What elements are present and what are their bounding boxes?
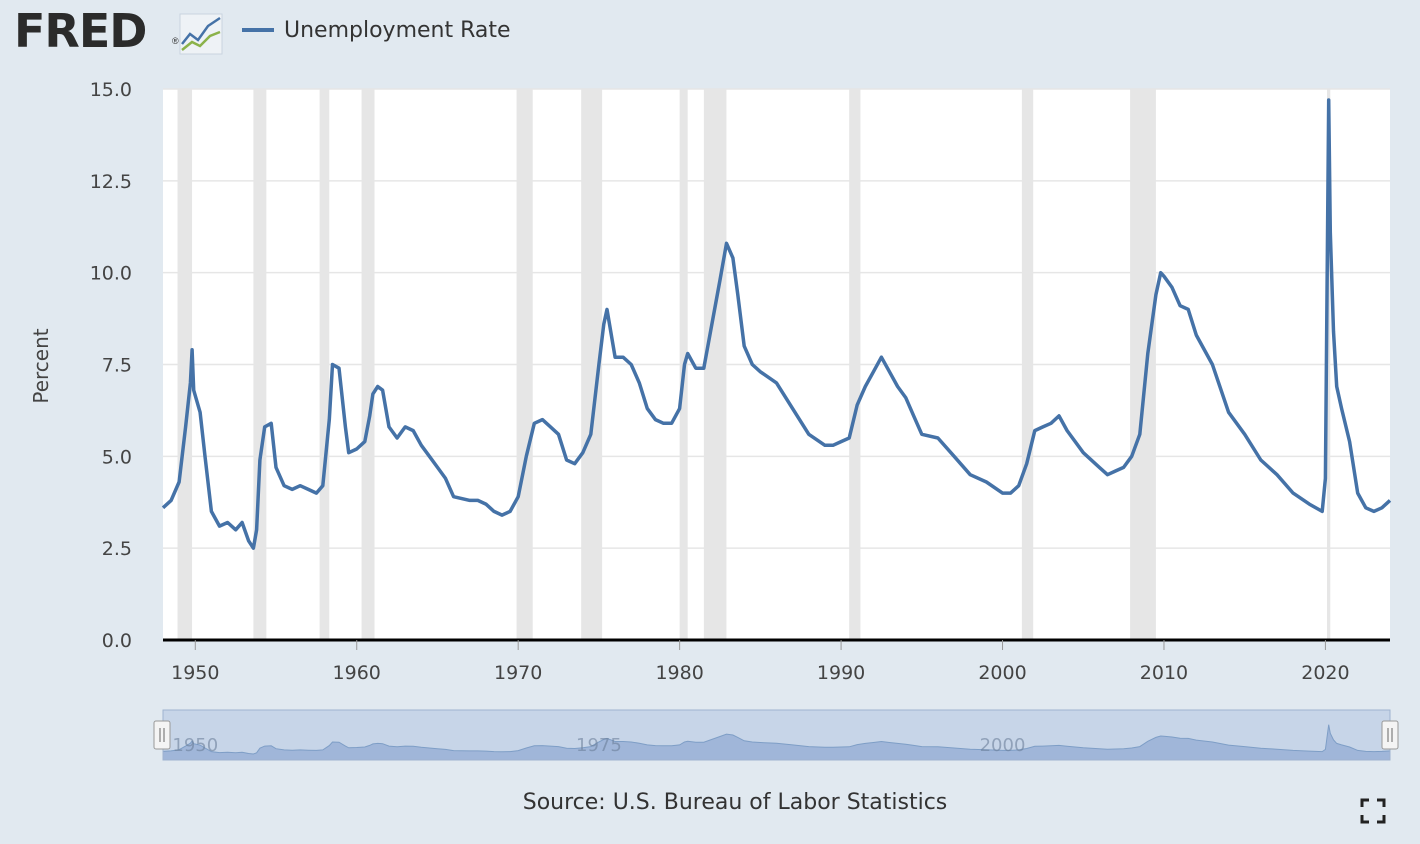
legend-swatch (242, 28, 274, 32)
series-layer (161, 98, 1392, 550)
y-tick-label: 10.0 (90, 263, 132, 285)
fullscreen-icon[interactable] (1360, 798, 1386, 824)
x-tick-label: 2000 (978, 662, 1026, 684)
chart-canvas: 0.0 2.5 5.0 7.5 10.0 12.5 15.0 1950 1960 1970 198… (29, 79, 1399, 761)
y-tick-label: 12.5 (90, 171, 132, 193)
y-axis-label: Percent (29, 328, 53, 403)
registered-mark: ® (172, 36, 179, 46)
navigator-year-label: 2000 (980, 735, 1026, 756)
x-tick-label: 1990 (817, 662, 865, 684)
chart-legend[interactable]: Unemployment Rate (242, 14, 511, 46)
navigator-year-label: 1950 (172, 735, 218, 756)
line-graph-icon (179, 13, 223, 55)
series-line-unemployment-rate (161, 98, 1392, 550)
y-axis-ticks: 0.0 2.5 5.0 7.5 10.0 12.5 15.0 (90, 79, 132, 652)
navigator-labels: 1950 1975 2000 (172, 735, 1025, 756)
y-tick-label: 5.0 (102, 446, 132, 468)
x-tick-label: 1960 (333, 662, 381, 684)
chart-header: FRED ® Unemployment Rate (0, 0, 1420, 64)
y-tick-label: 0.0 (102, 630, 132, 652)
navigator-handle-left[interactable] (153, 720, 171, 750)
y-tick-label: 7.5 (102, 355, 132, 377)
grid-lines (163, 88, 1390, 549)
navigator-year-label: 1975 (576, 735, 622, 756)
navigator-handle-right[interactable] (1381, 720, 1399, 750)
range-navigator[interactable]: 1950 1975 2000 (153, 709, 1399, 761)
y-tick-label: 15.0 (90, 79, 132, 101)
navigator-selection[interactable] (162, 709, 1391, 761)
x-tick-label: 2020 (1301, 662, 1349, 684)
legend-label: Unemployment Rate (284, 17, 511, 43)
source-note: Source: U.S. Bureau of Labor Statistics (522, 790, 948, 815)
x-tick-label: 1980 (655, 662, 703, 684)
x-axis-ticks: 1950 1960 1970 1980 1990 2000 2010 2020 (171, 640, 1350, 684)
x-tick-label: 1970 (494, 662, 542, 684)
x-tick-label: 2010 (1140, 662, 1188, 684)
logo-wordmark: FRED (14, 4, 147, 58)
fred-logo[interactable]: FRED ® (14, 6, 224, 56)
x-tick-label: 1950 (171, 662, 219, 684)
y-tick-label: 2.5 (102, 538, 132, 560)
